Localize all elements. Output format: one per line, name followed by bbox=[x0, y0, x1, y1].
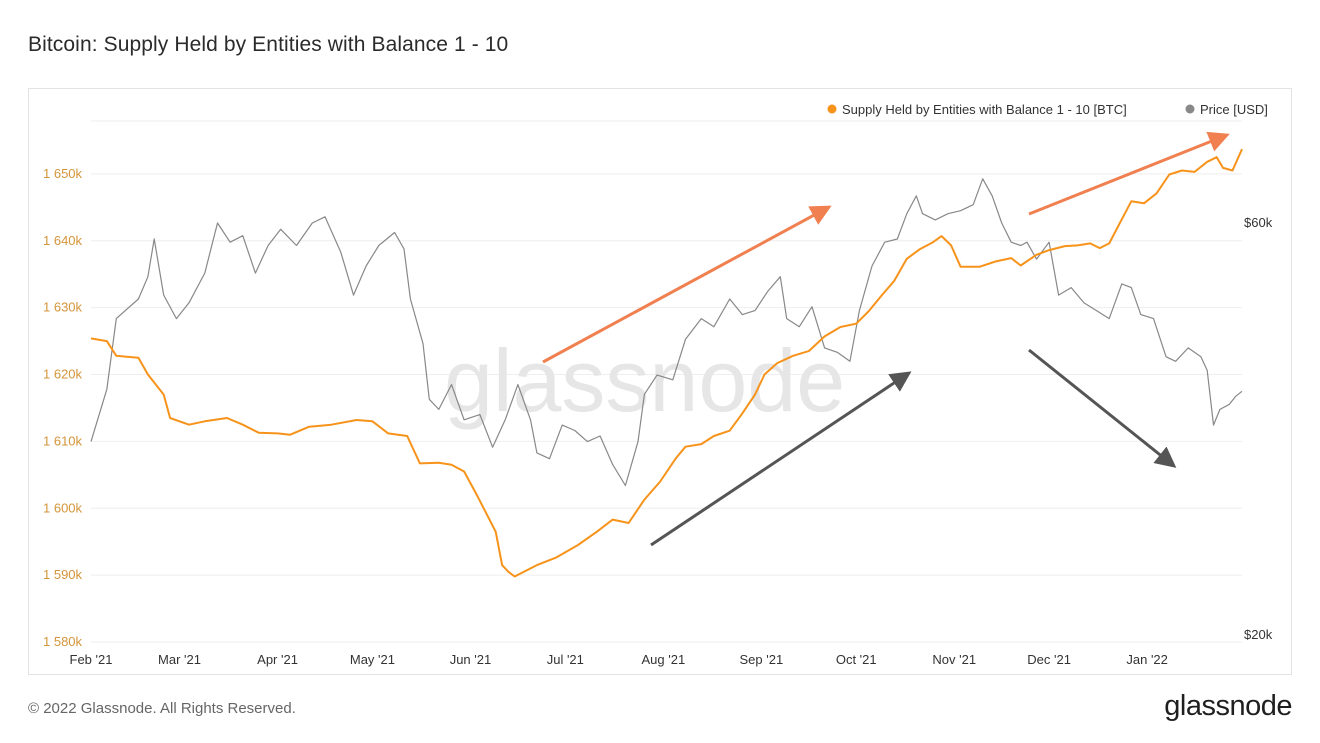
x-tick-label: Jun '21 bbox=[450, 652, 492, 667]
x-tick-label: May '21 bbox=[350, 652, 395, 667]
left-tick-label: 1 620k bbox=[43, 367, 83, 382]
x-axis: Feb '21 Mar '21 Apr '21 May '21 Jun '21 Jul '… bbox=[70, 652, 1168, 667]
right-tick-label: $20k bbox=[1244, 627, 1273, 642]
left-tick-label: 1 650k bbox=[43, 166, 83, 181]
x-tick-label: Jul '21 bbox=[547, 652, 584, 667]
x-tick-label: Apr '21 bbox=[257, 652, 298, 667]
x-tick-label: Oct '21 bbox=[836, 652, 877, 667]
arrow-price-falling bbox=[1028, 348, 1177, 468]
trend-arrows bbox=[542, 131, 1230, 547]
legend: Supply Held by Entities with Balance 1 -… bbox=[827, 102, 1268, 117]
left-tick-label: 1 630k bbox=[43, 300, 83, 315]
chart-title: Bitcoin: Supply Held by Entities with Ba… bbox=[28, 33, 509, 56]
x-tick-label: Jan '22 bbox=[1126, 652, 1168, 667]
series bbox=[90, 148, 1243, 578]
legend-supply-label: Supply Held by Entities with Balance 1 -… bbox=[842, 102, 1127, 117]
left-tick-label: 1 590k bbox=[43, 567, 83, 582]
arrow-supply-rising-1 bbox=[542, 205, 832, 364]
left-tick-label: 1 640k bbox=[43, 233, 83, 248]
legend-price-swatch bbox=[1185, 104, 1195, 114]
copyright-notice: © 2022 Glassnode. All Rights Reserved. bbox=[28, 700, 296, 717]
x-tick-label: Nov '21 bbox=[932, 652, 976, 667]
x-tick-label: Sep '21 bbox=[740, 652, 784, 667]
chart-svg: glassnode 1 580k 1 590k 1 600k 1 610k 1 620k… bbox=[43, 102, 1273, 667]
chart-area: glassnode 1 580k 1 590k 1 600k 1 610k 1 620k… bbox=[28, 88, 1292, 675]
supply-line bbox=[90, 148, 1243, 578]
legend-price-label: Price [USD] bbox=[1200, 102, 1268, 117]
arrow-price-rising bbox=[650, 371, 912, 547]
right-axis: $20k $60k bbox=[1244, 215, 1273, 642]
x-tick-label: Feb '21 bbox=[70, 652, 113, 667]
left-axis: 1 580k 1 590k 1 600k 1 610k 1 620k 1 630k 1 64… bbox=[43, 166, 83, 649]
right-tick-label: $60k bbox=[1244, 215, 1273, 230]
x-tick-label: Mar '21 bbox=[158, 652, 201, 667]
left-tick-label: 1 600k bbox=[43, 500, 83, 515]
legend-supply-swatch bbox=[827, 104, 837, 114]
x-tick-label: Aug '21 bbox=[641, 652, 685, 667]
left-tick-label: 1 610k bbox=[43, 433, 83, 448]
arrow-supply-rising-2 bbox=[1028, 131, 1230, 216]
left-tick-label: 1 580k bbox=[43, 634, 83, 649]
glassnode-watermark: glassnode bbox=[444, 331, 845, 430]
price-line bbox=[90, 178, 1243, 487]
grid bbox=[91, 120, 1242, 643]
x-tick-label: Dec '21 bbox=[1027, 652, 1071, 667]
glassnode-logo[interactable]: glassnode bbox=[1164, 690, 1292, 722]
